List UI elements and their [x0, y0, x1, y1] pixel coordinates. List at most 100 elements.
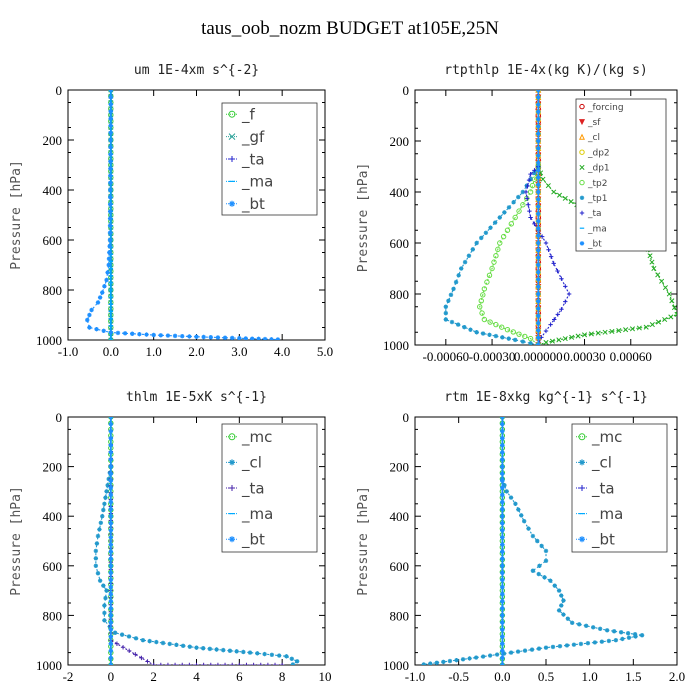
data-point [530, 568, 536, 573]
data-point [102, 603, 107, 608]
data-point [133, 652, 138, 657]
x-tick-label: 4.0 [274, 344, 290, 359]
data-point [167, 641, 172, 647]
y-tick-label: 200 [390, 460, 410, 475]
data-point [454, 657, 459, 663]
data-point [500, 634, 505, 639]
data-point [243, 336, 248, 340]
data-point [606, 638, 612, 644]
data-point [187, 334, 192, 339]
data-point [659, 278, 665, 284]
data-point [95, 533, 101, 539]
data-point [107, 202, 113, 207]
data-point [94, 541, 100, 546]
x-tick-label: 6 [236, 669, 243, 684]
data-point [513, 501, 518, 506]
data-point [89, 307, 94, 313]
data-point [108, 599, 114, 604]
legend-label: _ta [241, 479, 265, 498]
data-point [269, 337, 274, 340]
data-point [546, 247, 551, 252]
data-point [651, 265, 657, 272]
data-point [618, 630, 624, 635]
legend-label: _forcing [587, 103, 624, 113]
data-point [562, 336, 568, 342]
data-point [495, 246, 501, 253]
data-point [119, 632, 125, 637]
x-tick-label: 0.00030 [563, 349, 605, 364]
x-tick-label: 5.0 [317, 344, 333, 359]
data-point [535, 538, 540, 544]
data-point [536, 197, 541, 202]
series-group [93, 417, 300, 665]
legend-box [575, 98, 667, 252]
data-point [108, 627, 114, 632]
data-point [527, 208, 532, 214]
data-point [108, 152, 113, 157]
data-point [97, 578, 103, 583]
data-point [536, 277, 541, 282]
y-tick-label: 400 [390, 509, 410, 524]
y-tick-label: 1000 [383, 338, 409, 353]
data-point [108, 584, 114, 590]
data-point [269, 652, 275, 658]
data-point [486, 272, 493, 278]
data-point [497, 240, 503, 246]
data-point [249, 336, 255, 340]
data-point [500, 492, 505, 498]
data-point [500, 641, 505, 646]
y-tick-label: 600 [43, 559, 63, 574]
data-point [671, 305, 677, 311]
y-tick-label: 0 [56, 410, 63, 425]
data-point [611, 629, 617, 634]
data-point [87, 312, 92, 318]
data-point [599, 639, 605, 644]
data-point [556, 192, 563, 198]
data-point [556, 337, 562, 343]
data-point [241, 649, 246, 655]
data-point [500, 556, 505, 561]
legend-label: _cl [587, 133, 600, 143]
data-point [504, 489, 509, 494]
data-point [108, 606, 114, 611]
data-point [500, 549, 505, 554]
data-point [487, 319, 493, 325]
data-point [536, 291, 541, 297]
data-point [536, 248, 541, 253]
data-point [180, 662, 185, 665]
x-tick-label: -1.0 [58, 344, 79, 359]
data-point [561, 598, 566, 603]
data-point [655, 272, 661, 278]
data-point [493, 333, 499, 339]
data-point [515, 649, 521, 654]
data-point [151, 662, 156, 665]
y-tick-label: 600 [390, 559, 410, 574]
data-point [536, 102, 541, 107]
data-point [491, 259, 497, 265]
data-point [543, 548, 549, 554]
data-point [466, 253, 472, 258]
data-point [100, 290, 105, 295]
y-tick-label: 400 [43, 183, 63, 198]
data-point [559, 593, 564, 598]
data-point [559, 307, 564, 312]
data-point [563, 284, 568, 289]
data-point [530, 533, 536, 539]
data-point [201, 662, 206, 665]
data-point [108, 464, 114, 469]
data-point [536, 226, 541, 231]
data-point [107, 237, 113, 243]
data-point [528, 215, 533, 220]
data-point [473, 655, 479, 660]
data-point [247, 650, 253, 655]
x-tick-label: 1.5 [625, 669, 641, 684]
data-point [108, 417, 114, 420]
data-point [520, 189, 526, 195]
data-point [552, 317, 557, 322]
data-point [215, 335, 221, 340]
data-point [500, 655, 505, 661]
data-point [100, 514, 105, 519]
y-tick-label: 800 [390, 608, 410, 623]
data-point [585, 640, 591, 646]
data-point [536, 284, 541, 289]
